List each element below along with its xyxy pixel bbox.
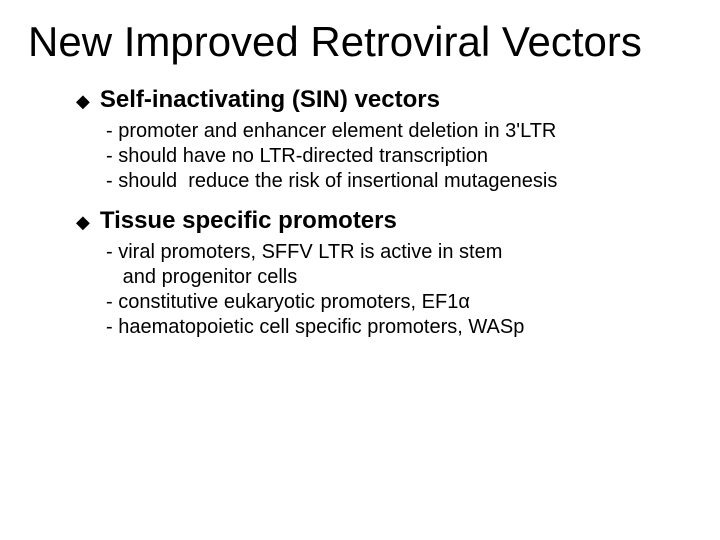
list-item: - haematopoietic cell specific promoters… [106, 315, 692, 340]
section-1: ◆ Self-inactivating (SIN) vectors - prom… [76, 85, 692, 194]
section-1-head: ◆ Self-inactivating (SIN) vectors [76, 85, 692, 115]
slide-title: New Improved Retroviral Vectors [28, 18, 692, 65]
section-2-items: - viral promoters, SFFV LTR is active in… [106, 240, 692, 340]
diamond-bullet-icon: ◆ [76, 87, 90, 115]
list-item: - should have no LTR-directed transcript… [106, 144, 692, 169]
list-item: - promoter and enhancer element deletion… [106, 119, 692, 144]
section-1-title: Self-inactivating (SIN) vectors [100, 85, 440, 115]
diamond-bullet-icon: ◆ [76, 208, 90, 236]
list-item: - constitutive eukaryotic promoters, EF1… [106, 290, 692, 315]
section-1-items: - promoter and enhancer element deletion… [106, 119, 692, 194]
list-item: - viral promoters, SFFV LTR is active in… [106, 240, 692, 290]
list-item: - should reduce the risk of insertional … [106, 169, 692, 194]
section-2-head: ◆ Tissue specific promoters [76, 206, 692, 236]
section-2: ◆ Tissue specific promoters - viral prom… [76, 206, 692, 340]
slide: New Improved Retroviral Vectors ◆ Self-i… [0, 0, 720, 540]
section-2-title: Tissue specific promoters [100, 206, 397, 236]
